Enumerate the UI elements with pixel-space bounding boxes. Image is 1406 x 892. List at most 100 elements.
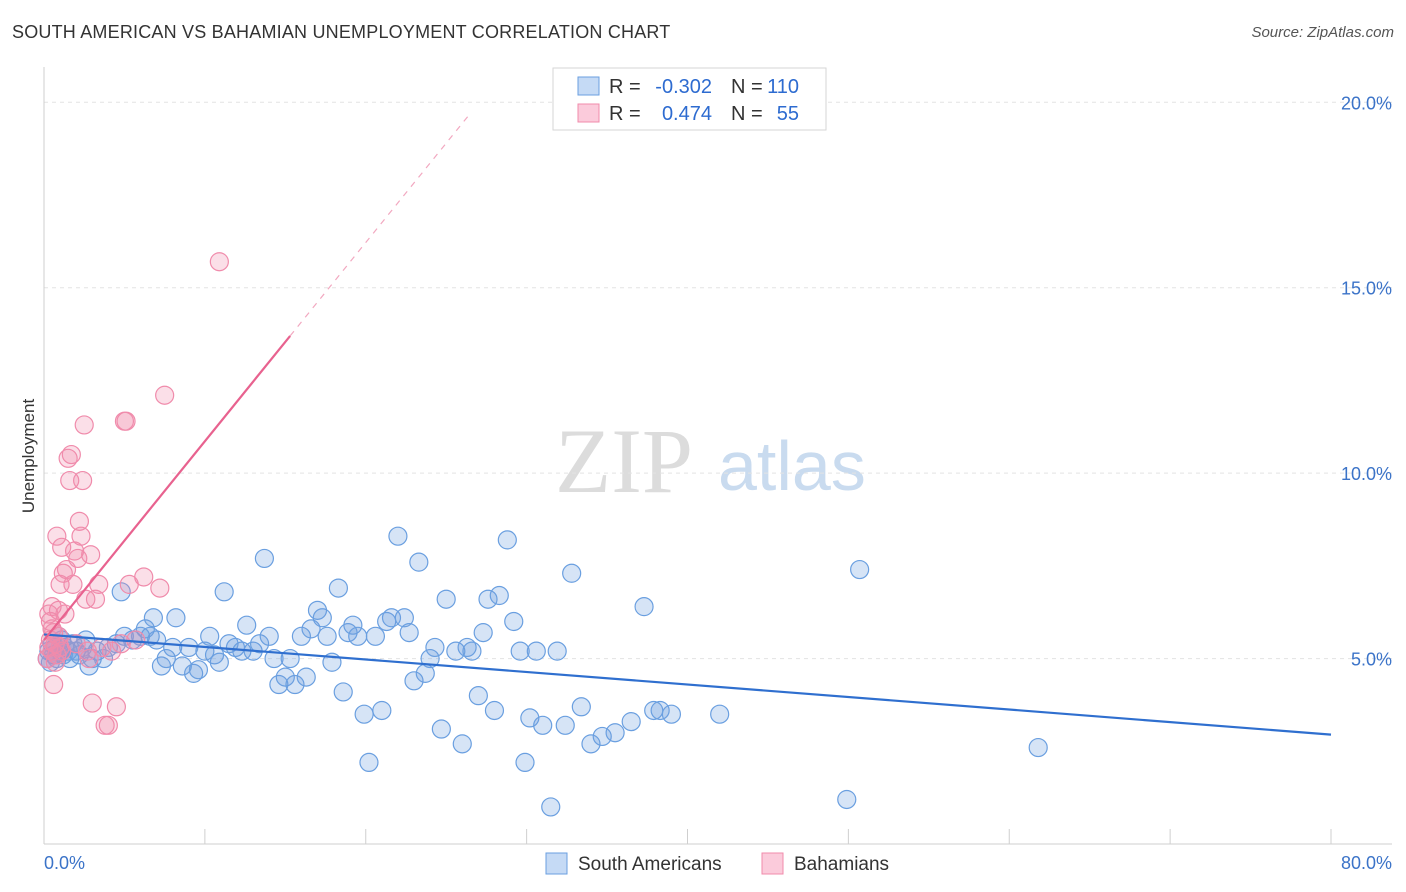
south-americans-point xyxy=(478,589,498,609)
south-americans-point xyxy=(291,626,311,646)
south-americans-point xyxy=(254,548,274,569)
south-americans-point xyxy=(259,626,279,646)
bahamians-point xyxy=(58,448,78,468)
south-americans-point xyxy=(147,630,167,650)
stats-n-label-2: N = xyxy=(731,103,763,125)
south-americans-point xyxy=(111,582,131,602)
south-americans-point xyxy=(621,712,641,732)
south-americans-point xyxy=(468,686,488,706)
south-americans-point xyxy=(163,637,183,658)
grid-lines xyxy=(44,101,1392,660)
south-americans-point xyxy=(555,715,575,735)
bahamians-point xyxy=(71,526,91,546)
south-americans-point xyxy=(581,734,601,754)
south-americans-point xyxy=(237,615,257,635)
series-legend: South Americans Bahamians xyxy=(545,852,889,875)
south-americans-point xyxy=(436,589,456,609)
south-americans-trend-line xyxy=(43,633,1332,736)
bahamians-point xyxy=(45,652,65,672)
south-americans-point xyxy=(409,552,429,572)
bahamians-points xyxy=(37,252,229,735)
south-americans-point xyxy=(837,789,857,810)
bahamians-point xyxy=(89,574,109,594)
south-americans-point xyxy=(497,530,517,550)
south-americans-point xyxy=(285,674,305,695)
south-americans-point xyxy=(510,641,530,661)
south-americans-point xyxy=(431,719,451,739)
south-americans-point xyxy=(166,608,186,628)
south-americans-point xyxy=(452,734,472,754)
south-americans-point xyxy=(661,704,682,724)
stats-r-label-1: R = xyxy=(609,76,641,98)
south-americans-point xyxy=(354,704,374,724)
south-americans-point xyxy=(343,615,363,635)
south-americans-point xyxy=(446,641,466,661)
south-americans-point xyxy=(650,700,670,721)
chart-source: Source: ZipAtlas.com xyxy=(1251,24,1394,41)
y-tick-labels: 5.0% 10.0% 15.0% 20.0% xyxy=(1341,93,1392,669)
south-americans-point xyxy=(571,697,591,717)
south-americans-point xyxy=(333,682,353,702)
bahamians-point xyxy=(116,411,136,431)
south-americans-point xyxy=(328,578,349,598)
south-americans-point xyxy=(264,648,284,669)
south-americans-point xyxy=(275,667,295,687)
bahamians-point xyxy=(69,511,89,531)
bahamians-point xyxy=(47,526,67,546)
south-americans-point xyxy=(359,752,379,773)
x-ticks xyxy=(204,829,1332,844)
stats-n-value-2: 55 xyxy=(777,103,799,125)
south-americans-point xyxy=(850,559,870,580)
bahamians-point xyxy=(66,634,86,654)
south-americans-point xyxy=(489,585,509,606)
stats-n-value-1: 110 xyxy=(767,76,799,98)
south-americans-point xyxy=(156,648,176,669)
bahamians-point xyxy=(79,648,99,669)
south-americans-point xyxy=(425,637,445,658)
south-americans-point xyxy=(200,626,220,646)
y-axis-label: Unemployment xyxy=(19,399,38,514)
south-americans-point xyxy=(372,700,392,721)
south-americans-point xyxy=(317,626,337,646)
stats-r-value-1: -0.302 xyxy=(655,76,712,98)
bahamians-point xyxy=(101,641,122,661)
bahamians-point xyxy=(73,470,93,491)
watermark: ZIP atlas xyxy=(555,410,866,512)
south-americans-point xyxy=(515,752,535,773)
bahamians-point xyxy=(82,693,102,713)
bahamians-point xyxy=(61,444,81,465)
x-tick-label-max: 80.0% xyxy=(1341,853,1392,873)
south-americans-point xyxy=(1028,737,1048,758)
south-americans-point xyxy=(388,526,408,546)
stats-legend-swatch-bahamians xyxy=(577,103,600,123)
x-tick-label-min: 0.0% xyxy=(44,853,85,873)
stats-legend-swatch-south-americans xyxy=(577,76,600,96)
y-tick-label: 20.0% xyxy=(1341,93,1392,113)
bahamians-point xyxy=(77,641,98,661)
bahamians-point xyxy=(155,385,175,405)
stats-r-label-2: R = xyxy=(609,103,641,125)
south-americans-point xyxy=(547,641,567,661)
south-americans-point xyxy=(312,608,332,628)
south-americans-point xyxy=(541,797,561,817)
south-americans-point xyxy=(269,674,289,695)
south-americans-point xyxy=(143,608,163,628)
south-americans-point xyxy=(473,623,493,643)
south-americans-point xyxy=(533,715,553,735)
south-americans-point xyxy=(179,637,199,658)
bahamians-point xyxy=(134,567,154,587)
axes xyxy=(43,67,1392,845)
south-americans-point xyxy=(605,723,625,743)
south-americans-point xyxy=(172,656,192,676)
bahamians-point xyxy=(150,578,170,598)
south-americans-point xyxy=(209,652,229,672)
bahamians-point xyxy=(81,545,101,565)
legend-label-south-americans: South Americans xyxy=(578,854,722,875)
bahamians-trend-line xyxy=(43,335,291,641)
south-americans-point xyxy=(348,626,368,646)
bahamians-point xyxy=(85,589,106,609)
stats-r-value-2: 0.474 xyxy=(662,103,712,125)
south-americans-points xyxy=(37,526,1048,817)
south-americans-point xyxy=(562,563,582,583)
bahamians-point xyxy=(44,674,64,695)
